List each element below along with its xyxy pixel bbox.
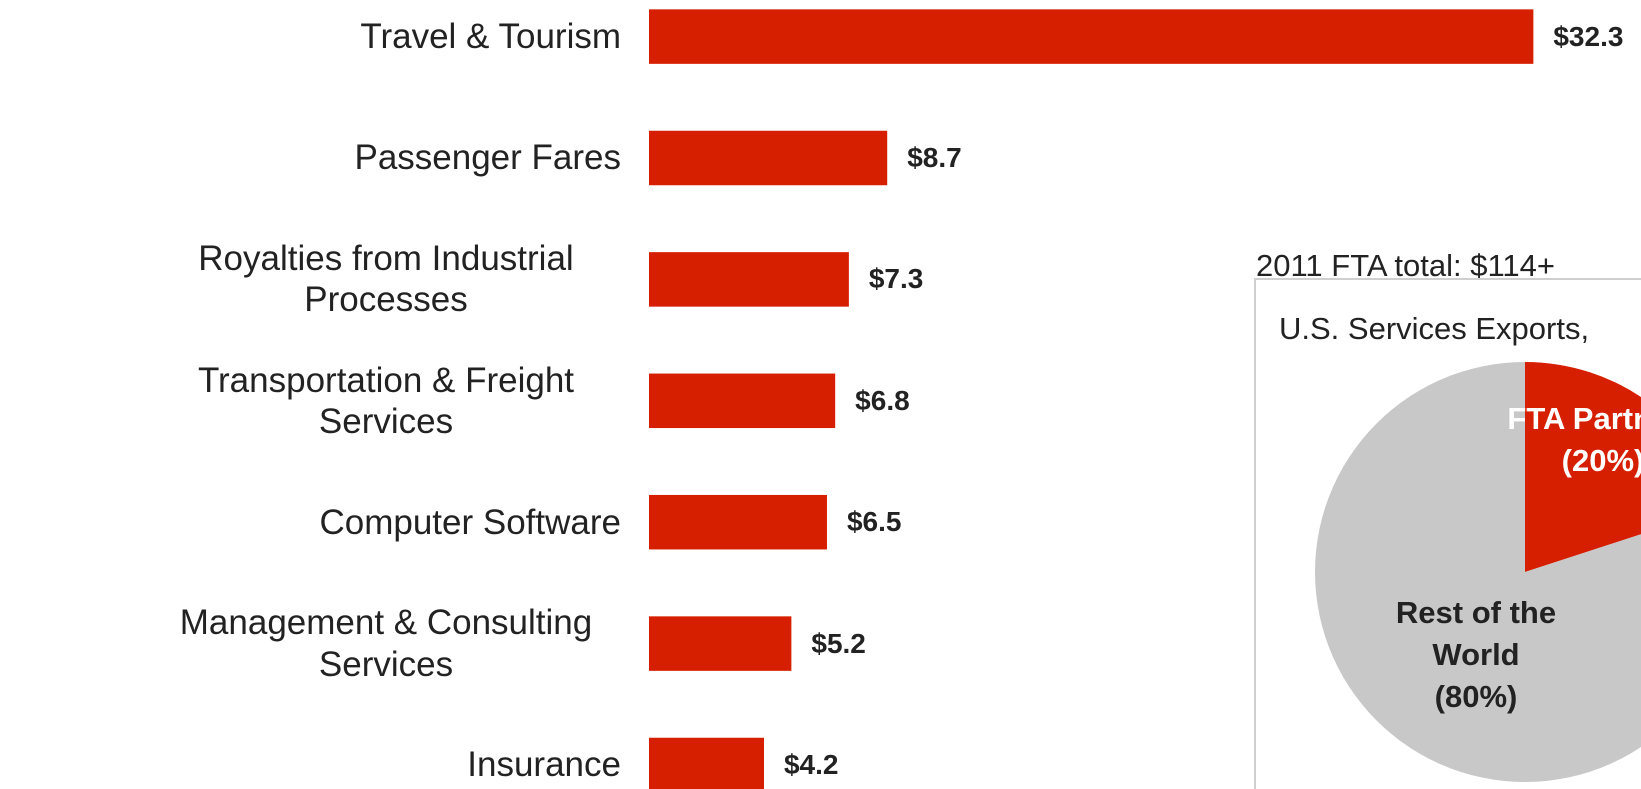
category-label: Management & Consulting Services	[0, 594, 621, 694]
slice-label: FTA Partners (20%)	[1498, 398, 1641, 482]
category-text: Royalties from Industrial Processes	[198, 239, 574, 320]
value-label: $7.3	[868, 263, 924, 295]
category-label: Royalties from Industrial Processes	[0, 229, 621, 329]
slice-value: (80%)	[1434, 678, 1518, 714]
category-label: Travel & Tourism	[0, 0, 621, 87]
value-label: $6.8	[855, 384, 910, 416]
bar	[649, 494, 827, 550]
slice-label: Rest of the World (80%)	[1371, 592, 1581, 718]
value-label: $8.7	[907, 142, 962, 173]
category-text: Transportation & Freight Services	[197, 360, 575, 441]
pie-slice	[1525, 362, 1641, 572]
bar	[649, 737, 764, 789]
category-text: Management & Consulting Services	[179, 603, 593, 684]
slice-value: (20%)	[1561, 443, 1641, 478]
pie-frame	[1254, 278, 1641, 789]
pie-title: U.S. Services Exports,	[1279, 311, 1590, 346]
pie-slice	[1315, 362, 1641, 782]
slice-name: Rest of the World	[1395, 595, 1557, 673]
value-label: $32.3	[1553, 20, 1624, 52]
category-label: Passenger Fares	[0, 108, 621, 208]
slice-name: FTA Partners	[1507, 401, 1641, 437]
bar	[649, 130, 888, 186]
category-label: Computer Software	[0, 472, 621, 572]
category-text: Insurance	[467, 745, 621, 785]
category-text: Travel & Tourism	[360, 16, 621, 56]
bar	[649, 616, 792, 671]
value-label: $4.2	[783, 749, 839, 780]
value-label: $5.2	[811, 627, 866, 659]
bar	[649, 252, 849, 307]
category-label: Transportation & Freight Services	[0, 351, 621, 451]
value-label: $6.5	[846, 506, 902, 538]
category-text: Computer Software	[319, 502, 621, 542]
category-label: Insurance	[0, 715, 621, 789]
category-text: Passenger Fares	[354, 138, 621, 178]
bar	[649, 9, 1534, 64]
bar	[649, 373, 836, 429]
annotation: 2011 FTA total: $114+	[1256, 248, 1556, 283]
